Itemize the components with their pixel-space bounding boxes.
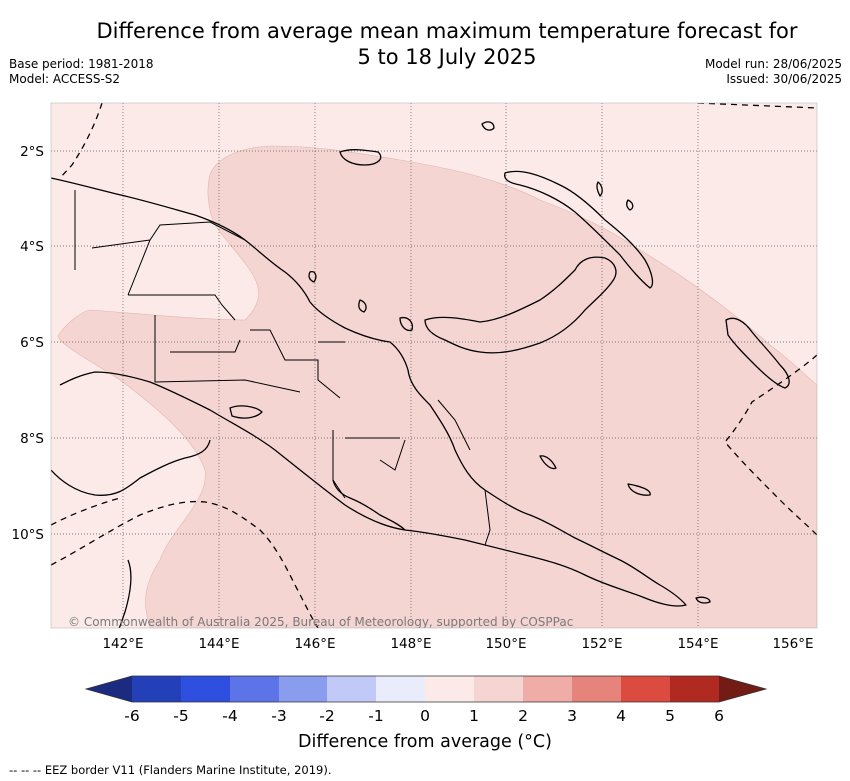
d-entrecasteaux [539,455,557,470]
lat-label: 8°S [20,431,44,447]
lat-label: 4°S [20,239,44,255]
colorbar-outline [84,675,768,703]
colorbar-bin [327,676,376,702]
colorbar-tick: -2 [319,707,334,725]
latitude-labels: 2°S 4°S 6°S 8°S 10°S [12,144,45,543]
manus [481,121,495,131]
lon-label: 152°E [581,636,622,652]
map-panel: © Commonwealth of Australia 2025, Bureau… [51,103,817,629]
colorbar-bin [132,676,181,702]
umboi [358,299,367,313]
eez-north-east [697,103,817,109]
chart-title: Difference from average mean maximum tem… [0,18,850,70]
lon-label: 148°E [390,636,431,652]
lon-label: 144°E [198,636,239,652]
colorbar-title: Difference from average (°C) [298,732,552,752]
copyright-text: © Commonwealth of Australia 2025, Bureau… [68,615,573,629]
bougainville [725,317,790,389]
bismarck-island-1 [596,181,603,197]
colorbar-tick: -1 [368,707,383,725]
new-britain [424,256,617,354]
colorbar-tick: 5 [665,707,675,725]
lat-label: 10°S [12,527,45,543]
borders [74,190,491,546]
colorbar-tick: -3 [271,707,286,725]
model-run: Model run: 28/06/2025 [704,57,842,71]
colorbar-bin [425,676,474,702]
title-line-1: Difference from average mean maximum tem… [96,19,798,43]
issued-date: Issued: 30/06/2025 [726,72,842,86]
colorbar-bin [181,676,230,702]
model-name: Model: ACCESS-S2 [9,72,121,86]
lon-label: 154°E [677,636,718,652]
colorbar-bin [621,676,670,702]
colorbar-bin [572,676,621,702]
map-frame [50,102,818,629]
lon-label: 156°E [772,636,813,652]
eez-south-west [51,497,121,526]
new-ireland [504,170,654,289]
colorbar-bin [230,676,279,702]
north-australia-tip [118,559,132,628]
eez-east [724,354,817,536]
lon-label: 142°E [102,636,143,652]
colorbar-low-extension [86,676,132,702]
lat-label: 2°S [20,144,44,160]
eez-footnote: -- -- -- EEZ border V11 (Flanders Marine… [9,763,332,777]
colorbar-tick: -4 [222,707,237,725]
colorbar-tick: 2 [518,707,528,725]
colorbar-tick: 4 [616,707,626,725]
meta-right: Model run: 28/06/2025 Issued: 30/06/2025 [705,57,842,87]
colorbar-tick: -6 [124,707,139,725]
lon-label: 150°E [485,636,526,652]
colorbar-high-extension [719,676,766,702]
colorbar-tick: 6 [714,707,724,725]
colorbar [84,675,768,703]
fill-one-to-two-region [57,145,817,628]
colorbar-bin [523,676,572,702]
colorbar-tick: -5 [173,707,188,725]
woodlark [627,483,651,496]
colorbar-ticks: -6 -5 -4 -3 -2 -1 0 1 2 3 4 5 6 [124,707,724,725]
colorbar-bin [376,676,425,702]
longitude-labels: 142°E 144°E 146°E 148°E 150°E 152°E 154°… [102,636,813,652]
inner-bay [332,479,406,531]
colorbar-bin [670,676,719,702]
base-period: Base period: 1981-2018 [9,57,154,71]
indonesia-png-border [332,430,346,499]
eez-south [51,500,319,628]
new-hanover [339,149,382,166]
coastlines [51,121,790,628]
karkar [308,270,317,283]
province-borders [74,190,491,546]
lon-label: 146°E [294,636,335,652]
bismarck-island-2 [626,199,634,211]
colorbar-bin [474,676,523,702]
eez-borders [51,103,817,628]
long-island [399,316,414,332]
colorbar-tick: 1 [469,707,479,725]
lat-label: 6°S [20,335,44,351]
new-guinea-coast [51,177,687,607]
colorbar-bin [279,676,327,702]
colorbar-tick: 3 [567,707,577,725]
title-line-2: 5 to 18 July 2025 [357,45,537,69]
meta-left: Base period: 1981-2018 Model: ACCESS-S2 [9,57,154,87]
eez-north-west [59,103,103,179]
torres-islands [229,405,263,419]
colorbar-tick: 0 [420,707,430,725]
south-coast [51,439,211,496]
rossel [695,596,711,604]
